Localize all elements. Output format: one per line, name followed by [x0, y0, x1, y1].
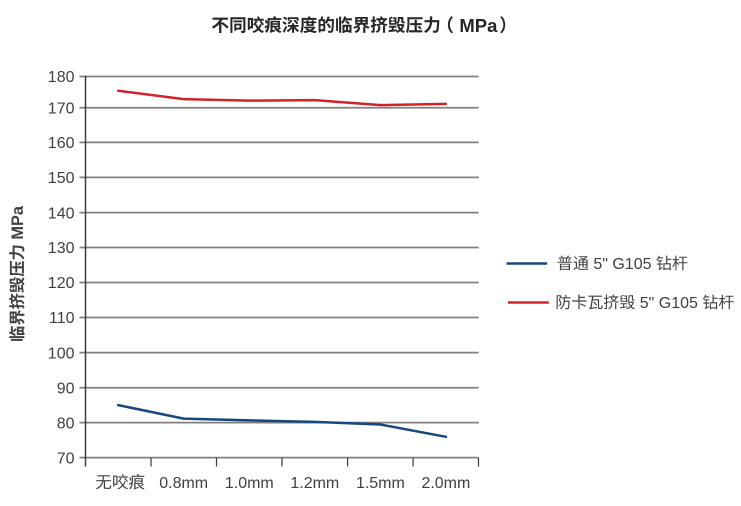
svg-text:1.0mm: 1.0mm [225, 475, 274, 492]
svg-text:150: 150 [48, 170, 75, 187]
svg-text:180: 180 [48, 69, 75, 86]
svg-text:120: 120 [48, 275, 75, 292]
svg-text:170: 170 [48, 100, 75, 117]
svg-text:140: 140 [48, 205, 75, 222]
svg-text:1.2mm: 1.2mm [290, 475, 339, 492]
svg-text:110: 110 [49, 310, 75, 327]
svg-text:MPa: MPa [9, 205, 27, 244]
svg-text:2.0mm: 2.0mm [421, 475, 470, 492]
svg-text:5" G105: 5" G105 [589, 256, 656, 273]
svg-text:70: 70 [57, 450, 75, 467]
svg-text:90: 90 [57, 380, 75, 397]
svg-text:80: 80 [57, 415, 75, 432]
svg-text:MPa: MPa [459, 15, 498, 36]
svg-text:1.5mm: 1.5mm [356, 475, 405, 492]
svg-text:5" G105: 5" G105 [635, 295, 702, 312]
svg-text:0.8mm: 0.8mm [159, 475, 208, 492]
svg-text:100: 100 [48, 345, 75, 362]
svg-text:130: 130 [48, 240, 75, 257]
svg-text:160: 160 [48, 135, 75, 152]
